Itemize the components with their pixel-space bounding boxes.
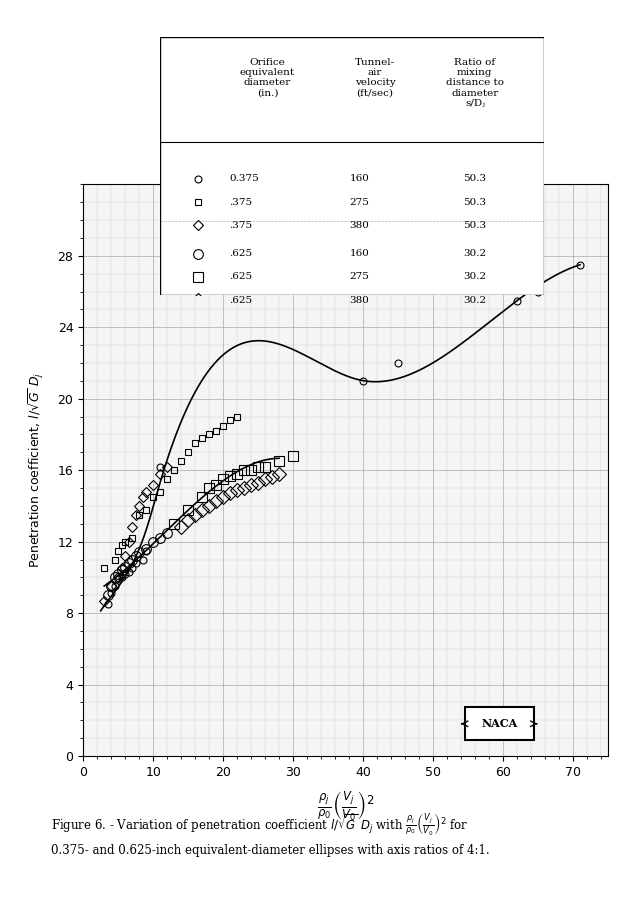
Text: Ratio of
mixing
distance to
diameter
s/Dⱼ: Ratio of mixing distance to diameter s/D… (446, 57, 504, 108)
Text: 275: 275 (349, 273, 370, 281)
Text: Tunnel-
air
velocity
(ft/sec): Tunnel- air velocity (ft/sec) (355, 57, 396, 98)
Y-axis label: Penetration coefficient, $l/\sqrt{G}\ D_j$: Penetration coefficient, $l/\sqrt{G}\ D_… (27, 372, 47, 568)
Text: Figure 6. - Variation of penetration coefficient $l/\sqrt{G}\ D_j$ with $\frac{\: Figure 6. - Variation of penetration coe… (51, 811, 468, 837)
Text: 380: 380 (349, 296, 370, 304)
Text: 50.3: 50.3 (463, 197, 486, 207)
Text: 380: 380 (349, 221, 370, 230)
Text: 0.375- and 0.625-inch equivalent-diameter ellipses with axis ratios of 4:1.: 0.375- and 0.625-inch equivalent-diamete… (51, 844, 490, 857)
Text: 160: 160 (349, 249, 370, 258)
Text: .625: .625 (229, 296, 252, 304)
Text: .375: .375 (229, 197, 252, 207)
Text: 30.2: 30.2 (463, 249, 486, 258)
Bar (465, 707, 534, 740)
Text: 30.2: 30.2 (463, 296, 486, 304)
Text: .625: .625 (229, 249, 252, 258)
Text: 0.375: 0.375 (229, 174, 259, 183)
Text: 160: 160 (349, 174, 370, 183)
Text: 50.3: 50.3 (463, 174, 486, 183)
Text: Orifice
equivalent
diameter
(in.): Orifice equivalent diameter (in.) (240, 57, 295, 98)
Text: .625: .625 (229, 273, 252, 281)
Text: NACA: NACA (481, 718, 517, 729)
Text: 275: 275 (349, 197, 370, 207)
Text: 30.2: 30.2 (463, 273, 486, 281)
X-axis label: $\frac{\rho_j}{\rho_0}\left(\frac{V_j}{V_0}\right)^2$: $\frac{\rho_j}{\rho_0}\left(\frac{V_j}{V… (317, 790, 374, 823)
Text: .375: .375 (229, 221, 252, 230)
Text: 50.3: 50.3 (463, 221, 486, 230)
